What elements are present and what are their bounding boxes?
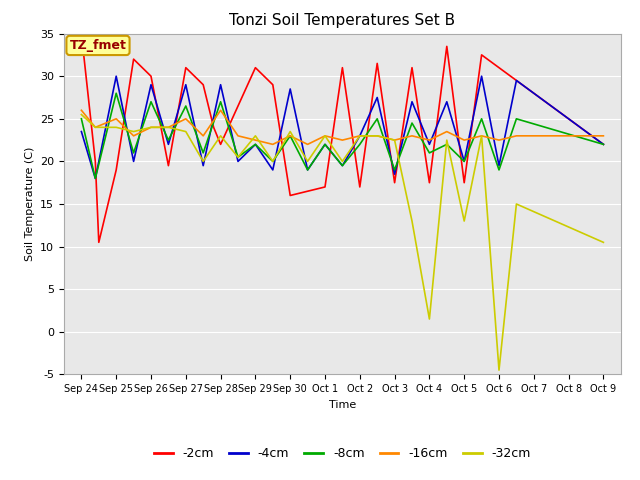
X-axis label: Time: Time [329,400,356,409]
Legend: -2cm, -4cm, -8cm, -16cm, -32cm: -2cm, -4cm, -8cm, -16cm, -32cm [149,442,536,465]
Y-axis label: Soil Temperature (C): Soil Temperature (C) [24,147,35,261]
Title: Tonzi Soil Temperatures Set B: Tonzi Soil Temperatures Set B [229,13,456,28]
Text: TZ_fmet: TZ_fmet [70,39,127,52]
